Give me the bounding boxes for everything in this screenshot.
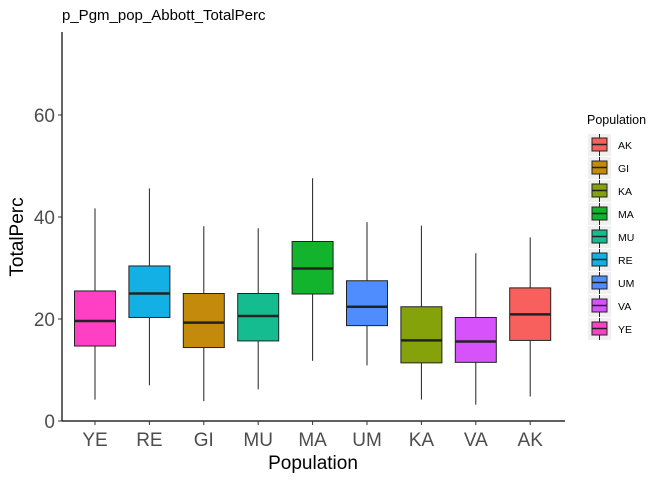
y-tick-label: 60 (34, 106, 55, 127)
legend-item-ma: MA (588, 203, 634, 225)
legend-label: MU (618, 232, 634, 244)
legend: Population AK GI KA MA MU RE UM VA YE (587, 113, 646, 340)
legend-label: KA (618, 186, 632, 198)
chart-title: p_Pgm_pop_Abbott_TotalPerc (62, 7, 266, 24)
x-tick-label: MA (298, 430, 327, 451)
x-tick-label: VA (464, 430, 488, 451)
box-ma (291, 178, 334, 361)
x-tick-label: GI (194, 430, 214, 451)
legend-label: MA (618, 209, 634, 221)
x-tick-label: AK (518, 430, 544, 451)
legend-label: GI (618, 163, 629, 175)
legend-label: AK (618, 140, 632, 152)
legend-label: VA (618, 301, 631, 313)
box-body (400, 306, 443, 364)
legend-item-um: UM (588, 272, 634, 294)
legend-title: Population (587, 113, 646, 127)
box-mu (237, 228, 280, 390)
legend-item-ye: YE (588, 318, 632, 340)
x-tick-label: MU (243, 430, 273, 451)
box-gi (182, 226, 225, 402)
box-body (237, 293, 280, 342)
x-tick-label: KA (409, 430, 435, 451)
x-tick-label: RE (136, 430, 162, 451)
legend-label: UM (618, 278, 634, 290)
box-body (74, 290, 116, 347)
box-body (454, 316, 497, 363)
box-ak (509, 237, 552, 397)
x-axis-title: Population (268, 453, 358, 474)
legend-item-ka: KA (588, 180, 632, 202)
legend-item-va: VA (588, 295, 631, 317)
box-ka (400, 225, 443, 400)
x-tick-label: UM (352, 430, 382, 451)
plot-area (74, 178, 552, 405)
x-tick-label: YE (82, 430, 107, 451)
legend-item-mu: MU (588, 226, 634, 248)
x-axis-ticks: YE RE GI MU MA UM KA VA AK (82, 421, 543, 451)
legend-label: RE (618, 255, 633, 267)
y-tick-label: 40 (34, 208, 55, 229)
box-ye (74, 208, 116, 400)
box-va (454, 253, 497, 405)
y-axis-ticks: 0 20 40 60 (34, 106, 62, 433)
box-um (346, 222, 388, 366)
legend-item-ak: AK (588, 134, 632, 156)
y-tick-label: 20 (34, 310, 55, 331)
box-body (128, 265, 171, 318)
y-tick-label: 0 (44, 412, 55, 433)
box-body (346, 280, 388, 327)
y-axis-title: TotalPerc (7, 197, 28, 276)
legend-item-gi: GI (588, 157, 629, 179)
box-re (128, 188, 171, 386)
legend-label: YE (618, 324, 632, 336)
box-body (182, 293, 225, 349)
legend-item-re: RE (588, 249, 633, 271)
